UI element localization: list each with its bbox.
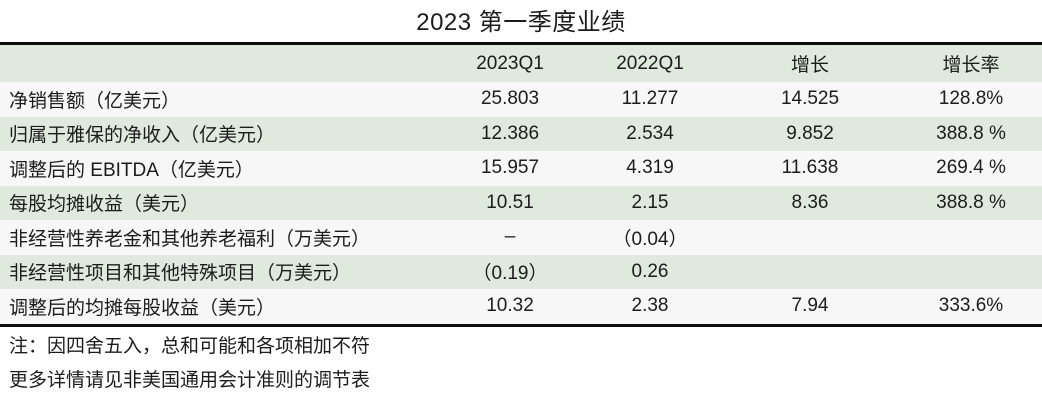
cell-growth: 7.94 xyxy=(791,295,829,317)
cell-2022q1: 4.319 xyxy=(626,157,674,179)
footnote-rounding: 注：因四舍五入，总和可能和各项相加不符 xyxy=(9,335,371,357)
footnotes: 注：因四舍五入，总和可能和各项相加不符 更多详情请见非美国通用会计准则的调节表 xyxy=(0,327,1042,398)
table-header-row: 2023Q1 2022Q1 增长 增长率 xyxy=(0,45,1042,82)
cell-2023q1: 25.803 xyxy=(480,88,540,110)
table-row: 非经营性项目和其他特殊项目（万美元） （0.19） 0.26 xyxy=(0,254,1042,290)
cell-2022q1: （0.04） xyxy=(612,228,688,250)
results-table: 2023Q1 2022Q1 增长 增长率 净销售额（亿美元） 25.803 11… xyxy=(0,45,1042,324)
bottom-rule xyxy=(0,323,1042,327)
table-row: 调整后的均摊每股收益（美元） 10.32 2.38 7.94 333.6% xyxy=(0,289,1042,324)
table-row: 调整后的 EBITDA（亿美元） 15.957 4.319 11.638 269… xyxy=(0,151,1042,186)
cell-2022q1: 11.277 xyxy=(621,88,679,110)
cell-2022q1: 0.26 xyxy=(631,260,669,282)
cell-2023q1: 10.32 xyxy=(486,295,534,317)
cell-growth-rate: 388.8 % xyxy=(936,191,1006,213)
header-growth: 增长 xyxy=(790,55,829,76)
footnote-non-gaap: 更多详情请见非美国通用会计准则的调节表 xyxy=(9,369,371,391)
cell-2023q1: 10.51 xyxy=(486,191,534,213)
row-label: 非经营性项目和其他特殊项目（万美元） xyxy=(9,263,352,285)
cell-growth-rate: 388.8 % xyxy=(936,122,1006,144)
table-row: 归属于雅保的净收入（亿美元） 12.386 2.534 9.852 388.8 … xyxy=(0,116,1042,151)
cell-2023q1: 15.957 xyxy=(480,157,540,179)
header-2023q1: 2023Q1 xyxy=(476,52,544,74)
row-label: 调整后的 EBITDA（亿美元） xyxy=(9,159,254,181)
table-row: 净销售额（亿美元） 25.803 11.277 14.525 128.8% xyxy=(0,82,1042,117)
row-label: 调整后的均摊每股收益（美元） xyxy=(9,297,276,319)
row-label: 非经营性养老金和其他养老福利（万美元） xyxy=(9,228,371,250)
row-label: 每股均摊收益（美元） xyxy=(9,194,200,216)
header-label xyxy=(0,45,440,82)
cell-2022q1: 2.38 xyxy=(631,295,669,317)
cell-growth: 9.852 xyxy=(786,122,834,144)
cell-2023q1: – xyxy=(504,226,516,248)
cell-growth-rate: 128.8% xyxy=(938,88,1004,110)
cell-growth xyxy=(720,255,900,290)
cell-2023q1: 12.386 xyxy=(480,122,540,144)
header-2022q1: 2022Q1 xyxy=(616,52,684,74)
page-title: 2023 第一季度业绩 xyxy=(416,9,626,36)
cell-growth: 14.525 xyxy=(780,88,840,110)
cell-growth: 11.638 xyxy=(781,157,839,179)
row-label: 归属于雅保的净收入（亿美元） xyxy=(9,125,276,147)
cell-growth-rate xyxy=(900,220,1042,255)
cell-growth-rate: 269.4 % xyxy=(936,157,1006,179)
cell-2022q1: 2.534 xyxy=(626,122,674,144)
row-label: 净销售额（亿美元） xyxy=(9,90,181,112)
header-growth-rate: 增长率 xyxy=(942,55,1000,76)
cell-growth-rate: 333.6% xyxy=(938,295,1004,317)
cell-growth: 8.36 xyxy=(791,191,829,213)
table-row: 每股均摊收益（美元） 10.51 2.15 8.36 388.8 % xyxy=(0,185,1042,220)
top-rule xyxy=(0,42,1042,45)
cell-2023q1: （0.19） xyxy=(472,263,548,285)
cell-2022q1: 2.15 xyxy=(631,191,669,213)
cell-growth xyxy=(720,220,900,255)
table-row: 非经营性养老金和其他养老福利（万美元） – （0.04） xyxy=(0,220,1042,255)
cell-growth-rate xyxy=(900,255,1042,290)
